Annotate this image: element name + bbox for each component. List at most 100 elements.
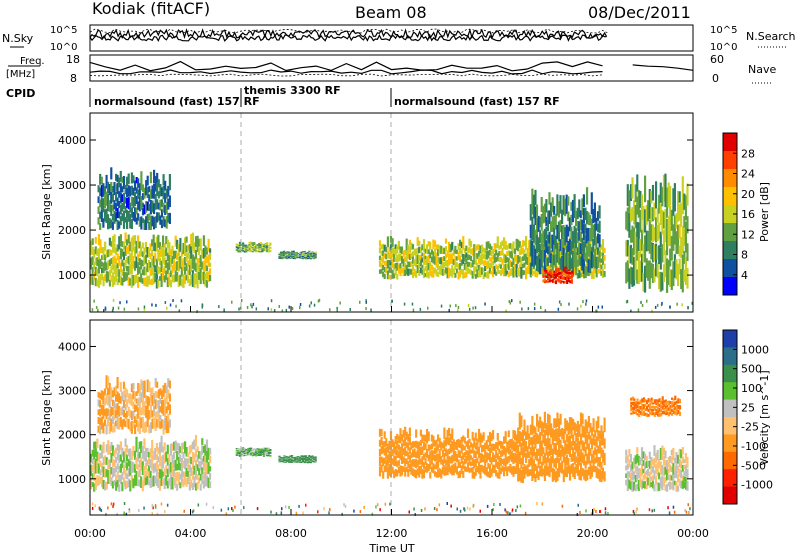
velocity-ground-speckle bbox=[511, 508, 514, 512]
power-cell-r4 bbox=[600, 244, 603, 250]
power-cell-r3 bbox=[300, 255, 303, 257]
power-cell-r7 bbox=[672, 261, 675, 287]
velocity-cell-r3 bbox=[289, 460, 292, 463]
power-cell-r0 bbox=[163, 266, 166, 274]
power-cell-r4 bbox=[444, 238, 448, 244]
power-ground-speckle bbox=[403, 302, 406, 306]
velocity-cell-r0 bbox=[124, 448, 127, 458]
power-ground-speckle bbox=[329, 308, 331, 312]
power-ground-speckle bbox=[143, 305, 146, 309]
power-cell-r0 bbox=[202, 271, 205, 285]
power-cell-r5 bbox=[587, 228, 590, 241]
power-cell-r4 bbox=[457, 263, 460, 270]
power-cell-r7 bbox=[664, 250, 667, 278]
power-cell-r0 bbox=[184, 266, 187, 275]
velocity-cell-r1 bbox=[97, 425, 100, 433]
velocity-cell-r1 bbox=[135, 404, 138, 412]
velocity-cell-r5 bbox=[528, 440, 531, 449]
power-cell-r7 bbox=[662, 174, 666, 202]
power-cell-r4 bbox=[435, 244, 438, 251]
velocity-cell-r0 bbox=[137, 479, 140, 486]
power-cell-r4 bbox=[385, 246, 388, 253]
colorbar-swatch bbox=[723, 364, 737, 383]
power-cell-r4 bbox=[441, 268, 444, 276]
velocity-cell-r4 bbox=[410, 466, 413, 475]
velocity-cell-r1 bbox=[162, 419, 165, 435]
power-cell-r4 bbox=[550, 261, 553, 268]
velocity-cell-r0 bbox=[99, 452, 102, 459]
velocity-cell-r5 bbox=[579, 412, 583, 427]
power-cell-r5 bbox=[570, 241, 573, 255]
power-cell-r6 bbox=[566, 275, 569, 280]
velocity-cell-r4 bbox=[470, 455, 473, 460]
velocity-cell-r7 bbox=[639, 405, 642, 410]
velocity-cell-r4 bbox=[454, 441, 457, 450]
power-cell-r4 bbox=[517, 267, 520, 277]
velocity-cell-r0 bbox=[133, 464, 137, 473]
power-cell-r0 bbox=[118, 256, 121, 267]
velocity-cell-r0 bbox=[113, 479, 116, 486]
power-cell-r4 bbox=[488, 243, 492, 250]
velocity-cell-r0 bbox=[194, 435, 198, 446]
power-cell-r0 bbox=[91, 246, 94, 255]
power-cell-r0 bbox=[202, 260, 205, 272]
velocity-cell-r0 bbox=[202, 472, 205, 480]
power-cell-r5 bbox=[561, 256, 564, 271]
power-cell-r0 bbox=[138, 258, 141, 266]
velocity-cell-r4 bbox=[396, 461, 399, 468]
velocity-cell-r4 bbox=[498, 470, 501, 479]
power-cell-r2 bbox=[235, 243, 238, 246]
power-cell-r5 bbox=[551, 197, 554, 213]
power-cell-r1 bbox=[165, 188, 168, 199]
velocity-cell-r2 bbox=[245, 450, 248, 453]
power-cell-r2 bbox=[259, 246, 262, 249]
velocity-cell-r4 bbox=[433, 440, 437, 447]
velocity-cell-r0 bbox=[209, 455, 212, 464]
velocity-cell-r6 bbox=[631, 480, 634, 492]
velocity-cell-r4 bbox=[482, 454, 485, 463]
velocity-cell-r0 bbox=[143, 451, 146, 462]
power-cell-r0 bbox=[182, 243, 185, 255]
power-cell-r2 bbox=[238, 248, 242, 251]
velocity-cell-r0 bbox=[127, 478, 130, 488]
power-cell-r0 bbox=[141, 242, 144, 249]
power-cell-r4 bbox=[416, 265, 419, 273]
velocity-ground-speckle bbox=[413, 507, 415, 511]
velocity-cell-r2 bbox=[240, 447, 243, 449]
velocity-cell-r7 bbox=[644, 403, 647, 407]
velocity-cell-r1 bbox=[156, 381, 159, 388]
power-cell-r3 bbox=[302, 256, 305, 258]
power-cell-r1 bbox=[124, 216, 127, 223]
velocity-ground-speckle bbox=[341, 512, 343, 516]
power-cell-r5 bbox=[584, 223, 587, 234]
power-cell-r4 bbox=[415, 248, 418, 257]
power-cell-r5 bbox=[539, 216, 542, 228]
velocity-cell-r5 bbox=[603, 438, 606, 449]
velocity-cell-r4 bbox=[430, 450, 433, 457]
velocity-cell-r0 bbox=[130, 461, 133, 474]
power-cell-r4 bbox=[405, 250, 408, 263]
velocity-cell-r1 bbox=[119, 396, 122, 404]
velocity-cell-r5 bbox=[570, 463, 573, 474]
frequency-panel: Freq. [MHz] 18 8 60 0 Nave bbox=[6, 53, 776, 85]
power-cell-r4 bbox=[493, 253, 496, 264]
power-cell-r1 bbox=[138, 183, 141, 196]
velocity-cell-r0 bbox=[126, 444, 129, 453]
velocity-cell-r4 bbox=[496, 453, 499, 460]
velocity-cell-r3 bbox=[278, 458, 281, 460]
power-cell-r1 bbox=[146, 214, 149, 224]
power-cell-r0 bbox=[184, 275, 187, 285]
power-cell-r0 bbox=[107, 249, 110, 257]
velocity-cell-r3 bbox=[303, 461, 306, 464]
velocity-cell-r2 bbox=[266, 454, 269, 457]
velocity-cell-r1 bbox=[151, 410, 154, 418]
velocity-cell-r0 bbox=[132, 462, 135, 473]
velocity-ground-speckle bbox=[280, 511, 283, 515]
velocity-cell-r5 bbox=[575, 456, 578, 463]
power-cell-r1 bbox=[115, 212, 118, 222]
power-ground-speckle bbox=[349, 308, 351, 311]
power-cell-r0 bbox=[204, 273, 207, 287]
power-cell-r4 bbox=[507, 258, 510, 263]
power-cell-r1 bbox=[100, 176, 103, 185]
velocity-cell-r6 bbox=[681, 480, 684, 489]
